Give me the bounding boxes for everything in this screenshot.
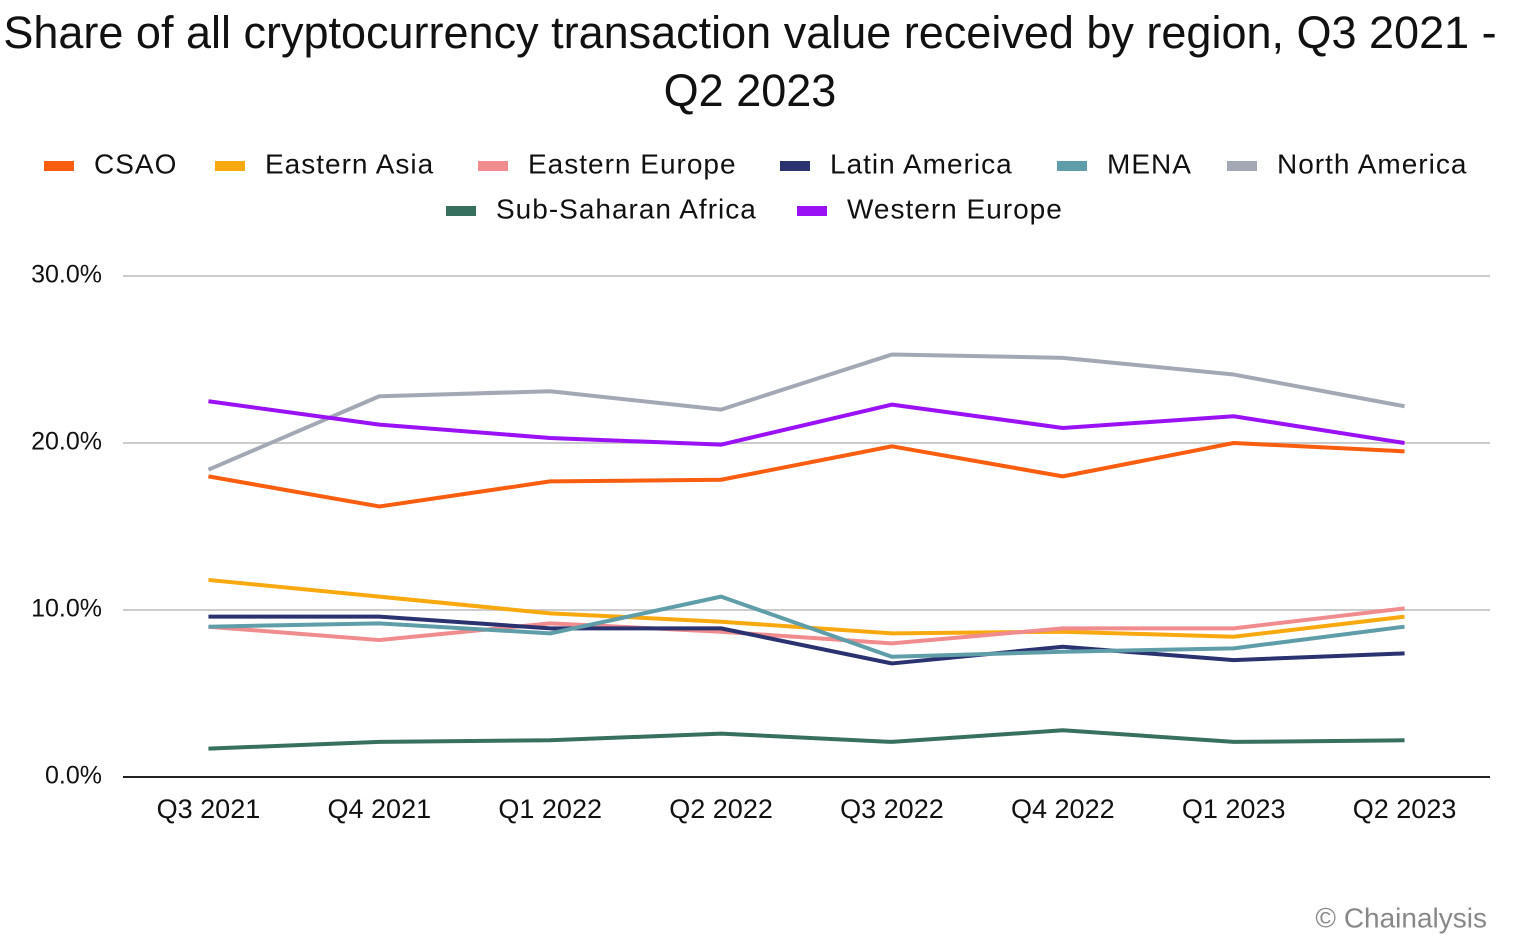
legend-swatch (446, 206, 476, 216)
y-tick-label: 10.0% (31, 595, 102, 623)
legend-label: Latin America (830, 148, 1013, 179)
legend-swatch (797, 206, 827, 216)
legend-label: Eastern Europe (528, 148, 737, 179)
legend-swatch (44, 161, 74, 171)
legend-swatch (780, 161, 810, 171)
x-tick-label: Q3 2021 (157, 794, 261, 824)
x-tick-label: Q1 2023 (1182, 794, 1286, 824)
credit: © Chainalysis (1315, 902, 1487, 933)
legend-swatch (1227, 161, 1257, 171)
x-tick-label: Q4 2021 (328, 794, 432, 824)
series-line (208, 728, 1405, 751)
x-tick-label: Q2 2022 (669, 794, 773, 824)
x-tick-label: Q4 2022 (1011, 794, 1115, 824)
legend-label: Eastern Asia (265, 148, 434, 179)
legend-label: MENA (1107, 148, 1192, 179)
series-line (208, 614, 1405, 666)
series-line (208, 399, 1405, 447)
series-line (208, 606, 1405, 646)
legend-label: Sub-Saharan Africa (496, 193, 757, 224)
series-line (207, 352, 1405, 472)
x-tick-label: Q1 2022 (498, 794, 602, 824)
legend-label: CSAO (94, 148, 177, 179)
x-tick-label: Q2 2023 (1353, 794, 1457, 824)
y-tick-label: 20.0% (31, 428, 102, 456)
legend-swatch (1057, 161, 1087, 171)
legend-swatch (478, 161, 508, 171)
legend-swatch (215, 161, 245, 171)
legend-label: Western Europe (847, 193, 1063, 224)
series-line (208, 441, 1405, 509)
series-line (208, 594, 1405, 659)
chart-title: Share of all cryptocurrency transaction … (3, 7, 1497, 116)
legend-label: North America (1277, 148, 1467, 179)
y-tick-label: 0.0% (45, 762, 102, 790)
x-tick-label: Q3 2022 (840, 794, 944, 824)
y-tick-label: 30.0% (31, 261, 102, 289)
